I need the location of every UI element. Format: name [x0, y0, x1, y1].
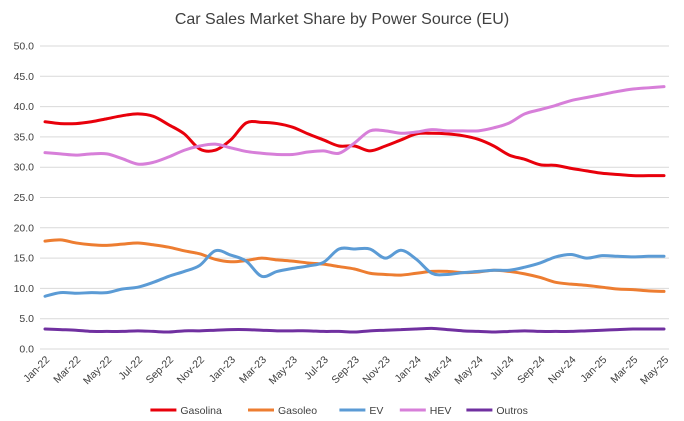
x-tick-label: Jan-22 [21, 354, 52, 385]
x-tick-label: May-23 [267, 354, 300, 387]
y-tick-label: 35.0 [14, 131, 35, 143]
x-tick-label: Jan-24 [393, 354, 424, 385]
legend-label: EV [369, 405, 383, 417]
x-tick-label: Sep-23 [329, 354, 362, 387]
legend-label: Gasolina [180, 405, 222, 417]
x-tick-label: Jul-23 [302, 354, 331, 383]
series-line-gasolina [43, 112, 666, 178]
legend-label: HEV [430, 405, 452, 417]
series-lines [43, 85, 666, 334]
y-tick-label: 0.0 [19, 344, 34, 356]
legend: Gasolina Gasoleo EV HEV Outros [150, 405, 528, 417]
y-tick-label: 40.0 [14, 101, 35, 113]
legend-item-gasolina: Gasolina [150, 405, 222, 417]
series-line-ev [43, 246, 666, 298]
x-tick-label: Mar-24 [423, 354, 455, 386]
legend-item-outros: Outros [466, 405, 528, 417]
y-tick-label: 30.0 [14, 162, 35, 174]
y-tick-label: 5.0 [19, 313, 34, 325]
x-tick-label: May-25 [638, 354, 671, 387]
x-tick-label: Jan-25 [578, 354, 609, 385]
x-tick-label: Jul-22 [116, 354, 145, 383]
y-tick-label: 20.0 [14, 222, 35, 234]
x-tick-label: Nov-23 [360, 354, 393, 387]
y-tick-label: 50.0 [14, 41, 35, 53]
x-tick-label: Nov-24 [546, 354, 579, 387]
y-tick-label: 10.0 [14, 283, 35, 295]
y-tick-label: 25.0 [14, 192, 35, 204]
legend-item-gasoleo: Gasoleo [248, 405, 317, 417]
x-tick-label: Sep-22 [144, 354, 177, 387]
x-tick-label: Jul-24 [488, 354, 517, 383]
series-line-gasoleo [43, 238, 666, 293]
legend-item-ev: EV [339, 405, 383, 417]
legend-label: Gasoleo [278, 405, 317, 417]
legend-label: Outros [496, 405, 528, 417]
series-line-outros [43, 326, 666, 334]
x-tick-label: Nov-22 [175, 354, 208, 387]
x-tick-label: May-22 [81, 354, 114, 387]
x-tick-label: Sep-24 [515, 354, 548, 387]
chart-title: Car Sales Market Share by Power Source (… [175, 11, 509, 28]
y-tick-label: 45.0 [14, 71, 35, 83]
y-axis: 0.0 5.0 10.0 15.0 20.0 25.0 30.0 35.0 40.0 45.0 50… [14, 41, 35, 356]
x-tick-label: Mar-23 [237, 354, 269, 386]
x-tick-label: Mar-25 [608, 354, 640, 386]
x-tick-label: Jan-23 [207, 354, 238, 385]
gridlines [40, 45, 669, 350]
series-line-hev [43, 85, 666, 166]
y-tick-label: 15.0 [14, 253, 35, 265]
x-tick-label: Mar-22 [51, 354, 83, 386]
legend-item-hev: HEV [399, 405, 452, 417]
x-tick-label: May-24 [452, 354, 485, 387]
